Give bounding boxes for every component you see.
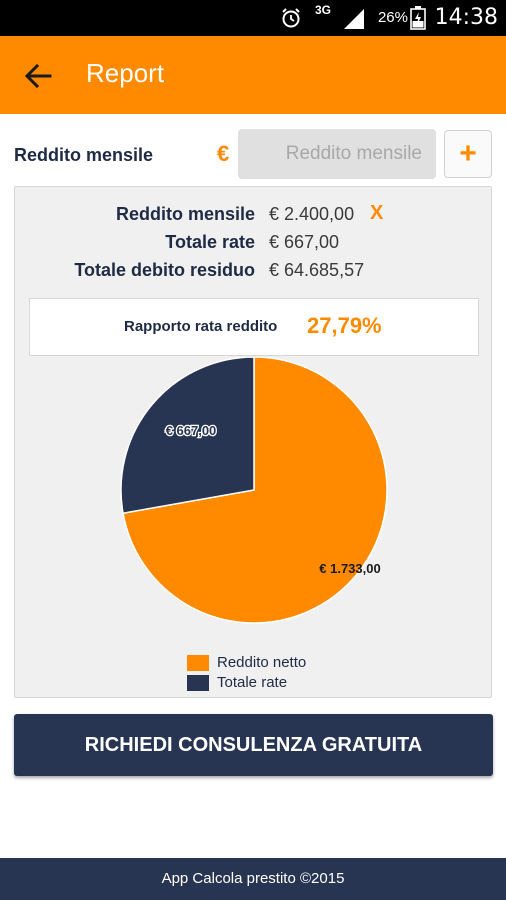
summary-value: € 667,00: [269, 232, 340, 252]
pie-slice-label: € 667,00: [166, 423, 217, 438]
arrow-back-icon: [24, 63, 52, 89]
summary-value: € 2.400,00: [269, 204, 355, 224]
report-panel: Reddito mensile € 2.400,00 X Totale rate…: [14, 186, 492, 698]
legend-swatch: [187, 675, 209, 691]
euro-icon: €: [217, 141, 230, 166]
ratio-box: Rapporto rata reddito 27,79%: [29, 298, 479, 356]
summary-label: Totale rate: [165, 232, 255, 252]
app-bar: Report: [0, 36, 506, 114]
summary-row-income: Reddito mensile € 2.400,00 X: [15, 202, 493, 230]
pie-slice-label: € 1.733,00: [319, 561, 380, 576]
ratio-label: Rapporto rata reddito: [124, 318, 278, 335]
page-title: Report: [86, 58, 165, 88]
alarm-icon: [282, 8, 300, 28]
pie-slice: [122, 356, 388, 624]
legend-swatch: [187, 655, 209, 671]
summary-label: Totale debito residuo: [74, 260, 255, 280]
pie-chart-svg: € 1.733,00 € 667,00: [120, 356, 388, 624]
legend-item: Reddito netto: [187, 653, 387, 673]
clock: 14:38: [434, 5, 498, 30]
battery-percent: 26%: [377, 9, 408, 26]
income-label: Reddito mensile: [14, 145, 154, 165]
summary-row-installments: Totale rate € 667,00: [15, 232, 493, 258]
network-type: 3G: [314, 3, 331, 17]
chart-legend: Reddito netto Totale rate: [187, 653, 387, 693]
legend-item: Totale rate: [187, 673, 387, 693]
pie-chart: € 1.733,00 € 667,00: [15, 356, 493, 647]
status-bar: 3G 26% 14:38: [0, 0, 506, 36]
ratio-value: 27,79%: [307, 313, 382, 338]
legend-label: Reddito netto: [217, 654, 307, 671]
clear-income-button[interactable]: X: [370, 202, 384, 224]
add-income-button[interactable]: +: [444, 130, 492, 178]
legend-label: Totale rate: [217, 674, 288, 691]
battery-icon: [410, 6, 426, 30]
summary-label: Reddito mensile: [115, 204, 255, 224]
income-input[interactable]: [238, 129, 436, 179]
pie-slice: [120, 356, 255, 515]
income-input-row: Reddito mensile € +: [0, 125, 506, 185]
footer: App Calcola prestito ©2015: [0, 858, 506, 900]
summary-row-debt: Totale debito residuo € 64.685,57: [15, 260, 493, 286]
request-consultation-button[interactable]: RICHIEDI CONSULENZA GRATUITA: [14, 714, 493, 776]
back-button[interactable]: [18, 56, 58, 96]
signal-icon: [344, 9, 364, 29]
summary-value: € 64.685,57: [269, 260, 365, 280]
